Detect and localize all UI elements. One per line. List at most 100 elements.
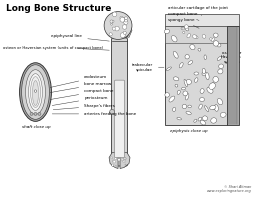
Ellipse shape xyxy=(201,72,206,76)
Circle shape xyxy=(123,158,125,160)
Ellipse shape xyxy=(203,55,206,59)
FancyBboxPatch shape xyxy=(111,38,127,166)
Polygon shape xyxy=(120,153,130,168)
Circle shape xyxy=(112,160,115,163)
Ellipse shape xyxy=(211,38,214,42)
FancyBboxPatch shape xyxy=(164,26,227,125)
Ellipse shape xyxy=(185,80,191,85)
Ellipse shape xyxy=(182,32,184,33)
Ellipse shape xyxy=(186,33,190,38)
Circle shape xyxy=(113,165,115,167)
FancyBboxPatch shape xyxy=(114,80,124,158)
Ellipse shape xyxy=(184,25,187,29)
Ellipse shape xyxy=(201,34,205,38)
Ellipse shape xyxy=(181,27,184,30)
Ellipse shape xyxy=(189,45,194,50)
Ellipse shape xyxy=(181,104,186,109)
Ellipse shape xyxy=(22,65,49,119)
Ellipse shape xyxy=(199,89,203,93)
Circle shape xyxy=(30,112,33,115)
Ellipse shape xyxy=(214,105,217,111)
Ellipse shape xyxy=(198,104,201,109)
Ellipse shape xyxy=(183,79,187,87)
Text: articular cartilage of the joint: articular cartilage of the joint xyxy=(167,6,227,16)
Circle shape xyxy=(119,16,122,19)
Text: trabecular
spiculae: trabecular spiculae xyxy=(131,63,163,72)
Circle shape xyxy=(124,164,125,165)
Text: shaft close up: shaft close up xyxy=(22,125,50,129)
Ellipse shape xyxy=(28,74,42,110)
Ellipse shape xyxy=(216,98,222,105)
Ellipse shape xyxy=(194,36,197,39)
FancyBboxPatch shape xyxy=(227,26,239,125)
Ellipse shape xyxy=(33,81,38,105)
Ellipse shape xyxy=(171,35,176,42)
Ellipse shape xyxy=(217,44,220,47)
Text: arteries feeding the bone: arteries feeding the bone xyxy=(52,112,136,116)
Circle shape xyxy=(112,12,116,17)
FancyBboxPatch shape xyxy=(164,26,227,43)
Polygon shape xyxy=(108,30,129,37)
Ellipse shape xyxy=(212,76,218,82)
Text: osteon or
Haversian
systems: osteon or Haversian systems xyxy=(220,51,241,64)
Circle shape xyxy=(109,33,112,36)
Ellipse shape xyxy=(164,93,169,97)
Ellipse shape xyxy=(199,98,204,102)
Circle shape xyxy=(122,25,126,29)
Circle shape xyxy=(117,159,120,161)
Ellipse shape xyxy=(197,117,201,121)
Ellipse shape xyxy=(209,105,215,110)
Circle shape xyxy=(110,157,112,159)
Ellipse shape xyxy=(205,73,208,80)
Ellipse shape xyxy=(192,35,196,38)
Circle shape xyxy=(112,27,115,30)
Circle shape xyxy=(109,109,114,114)
Circle shape xyxy=(115,165,116,167)
Text: compact bone: compact bone xyxy=(50,89,113,99)
Ellipse shape xyxy=(208,83,215,89)
Circle shape xyxy=(34,112,37,115)
Ellipse shape xyxy=(210,118,216,123)
Ellipse shape xyxy=(219,112,225,117)
Polygon shape xyxy=(121,23,132,37)
Ellipse shape xyxy=(184,55,188,59)
Circle shape xyxy=(123,31,126,34)
Circle shape xyxy=(112,20,114,22)
Ellipse shape xyxy=(194,78,197,82)
Ellipse shape xyxy=(30,77,40,107)
Circle shape xyxy=(120,33,125,38)
Circle shape xyxy=(114,158,116,160)
Text: © Shari Altman
www.exploringnature.org: © Shari Altman www.exploringnature.org xyxy=(206,185,250,193)
Ellipse shape xyxy=(204,106,208,112)
Circle shape xyxy=(123,160,125,162)
Ellipse shape xyxy=(25,70,45,114)
Text: bone marrow: bone marrow xyxy=(50,82,111,93)
Circle shape xyxy=(110,23,112,25)
Circle shape xyxy=(114,26,119,31)
Circle shape xyxy=(124,17,127,20)
Ellipse shape xyxy=(185,111,190,114)
Circle shape xyxy=(121,159,123,161)
Ellipse shape xyxy=(197,48,200,51)
Text: osteon or Haversian system (units of compact bone): osteon or Haversian system (units of com… xyxy=(3,46,102,50)
Ellipse shape xyxy=(174,84,177,87)
Ellipse shape xyxy=(177,90,180,94)
Text: compact bone: compact bone xyxy=(167,12,198,20)
Ellipse shape xyxy=(201,68,204,74)
Ellipse shape xyxy=(164,29,169,34)
Text: epiphysis close up: epiphysis close up xyxy=(169,129,207,133)
Ellipse shape xyxy=(172,51,178,58)
Ellipse shape xyxy=(181,87,185,90)
Ellipse shape xyxy=(199,120,205,125)
Ellipse shape xyxy=(187,105,191,108)
Ellipse shape xyxy=(209,38,212,41)
Ellipse shape xyxy=(20,63,51,121)
Ellipse shape xyxy=(212,41,218,46)
Ellipse shape xyxy=(213,33,217,37)
Ellipse shape xyxy=(176,117,181,120)
Ellipse shape xyxy=(173,77,178,81)
FancyBboxPatch shape xyxy=(164,14,239,26)
Text: Sharpe's fibers: Sharpe's fibers xyxy=(53,104,115,110)
Ellipse shape xyxy=(216,56,221,60)
Circle shape xyxy=(123,157,126,160)
